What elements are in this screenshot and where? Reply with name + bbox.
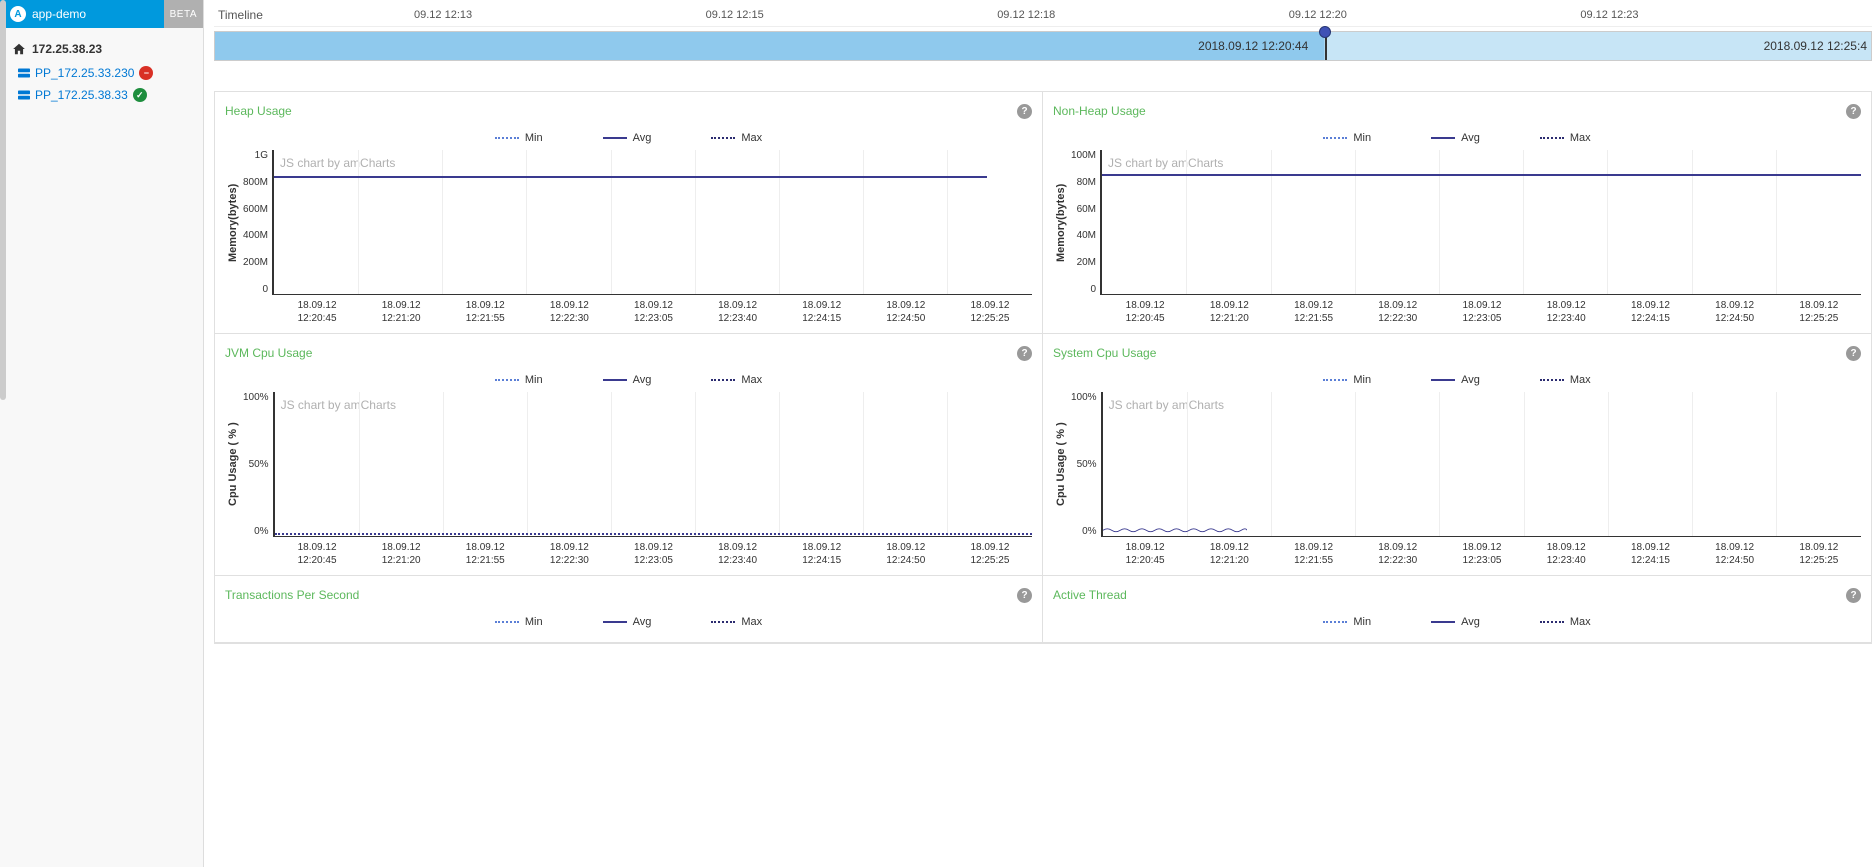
legend-max[interactable]: Max [711, 374, 762, 386]
y-ticks: 100%50%0% [1069, 392, 1101, 537]
chart-nonheap-usage: Non-Heap Usage ? Min Avg Max Memory(byte… [1043, 92, 1871, 334]
data-line-avg [275, 533, 1032, 535]
chart-legend: Min Avg Max [225, 610, 1032, 634]
server-icon [18, 90, 30, 100]
legend-avg[interactable]: Avg [603, 374, 652, 386]
plot-area[interactable]: JS chart by amCharts [273, 392, 1032, 537]
help-icon[interactable]: ? [1846, 104, 1861, 119]
chart-system-cpu: System Cpu Usage ? Min Avg Max Cpu Usage… [1043, 334, 1871, 576]
legend-avg[interactable]: Avg [1431, 374, 1480, 386]
home-icon [12, 42, 26, 56]
beta-badge: BETA [164, 0, 203, 28]
app-selector[interactable]: A app-demo [0, 0, 164, 28]
chart-title: Transactions Per Second [225, 588, 1032, 602]
x-ticks: 18.09.1212:20:45 18.09.1212:21:20 18.09.… [1053, 537, 1861, 567]
legend-min[interactable]: Min [1323, 374, 1371, 386]
chart-legend: Min Avg Max [1053, 610, 1861, 634]
sidebar-scrollbar[interactable] [0, 0, 6, 400]
sidebar-item-server-1[interactable]: PP_172.25.38.33 ✓ [10, 84, 193, 106]
timeline-tick: 09.12 12:20 [1289, 9, 1581, 21]
y-axis-label: Cpu Usage ( % ) [1053, 392, 1069, 537]
server-icon [18, 68, 30, 78]
legend-min[interactable]: Min [495, 132, 543, 144]
timeline-label: Timeline [214, 8, 414, 22]
chart-title: System Cpu Usage [1053, 346, 1861, 360]
legend-min[interactable]: Min [495, 374, 543, 386]
charts-grid: Heap Usage ? Min Avg Max Memory(bytes) 1… [214, 91, 1872, 644]
data-line-avg [274, 176, 987, 178]
status-icon-ok: ✓ [133, 88, 147, 102]
timeline-current-time: 2018.09.12 12:20:44 [1198, 39, 1316, 53]
chart-legend: Min Avg Max [225, 368, 1032, 392]
status-icon-error: − [139, 66, 153, 80]
server-label: PP_172.25.33.230 [35, 66, 134, 80]
chart-legend: Min Avg Max [1053, 368, 1861, 392]
timeline-tick: 09.12 12:18 [997, 9, 1289, 21]
help-icon[interactable]: ? [1846, 588, 1861, 603]
timeline-bar[interactable]: 2018.09.12 12:20:44 2018.09.12 12:25:4 [214, 31, 1872, 61]
chart-active-thread: Active Thread ? Min Avg Max [1043, 576, 1871, 643]
y-ticks: 100%50%0% [241, 392, 273, 537]
main-content: Timeline 09.12 12:13 09.12 12:15 09.12 1… [204, 0, 1872, 867]
plot-area[interactable]: JS chart by amCharts [272, 150, 1032, 295]
legend-min[interactable]: Min [495, 616, 543, 628]
legend-max[interactable]: Max [711, 132, 762, 144]
legend-avg[interactable]: Avg [603, 616, 652, 628]
x-ticks: 18.09.1212:20:45 18.09.1212:21:20 18.09.… [1053, 295, 1861, 325]
host-ip: 172.25.38.23 [32, 42, 102, 56]
timeline-header: Timeline 09.12 12:13 09.12 12:15 09.12 1… [214, 0, 1872, 27]
plot-area[interactable]: JS chart by amCharts [1101, 392, 1861, 537]
chart-tps: Transactions Per Second ? Min Avg Max [215, 576, 1043, 643]
server-label: PP_172.25.38.33 [35, 88, 128, 102]
chart-title: Active Thread [1053, 588, 1861, 602]
legend-min[interactable]: Min [1323, 616, 1371, 628]
chart-jvm-cpu: JVM Cpu Usage ? Min Avg Max Cpu Usage ( … [215, 334, 1043, 576]
legend-min[interactable]: Min [1323, 132, 1371, 144]
y-ticks: 100M80M60M40M20M0 [1069, 150, 1100, 295]
chart-title: JVM Cpu Usage [225, 346, 1032, 360]
help-icon[interactable]: ? [1017, 588, 1032, 603]
legend-max[interactable]: Max [711, 616, 762, 628]
app-icon: A [10, 6, 26, 22]
chart-watermark: JS chart by amCharts [281, 398, 396, 412]
help-icon[interactable]: ? [1017, 104, 1032, 119]
chart-title: Non-Heap Usage [1053, 104, 1861, 118]
plot-area[interactable]: JS chart by amCharts [1100, 150, 1861, 295]
app-name: app-demo [32, 7, 86, 21]
timeline-marker[interactable] [1319, 26, 1331, 38]
chart-title: Heap Usage [225, 104, 1032, 118]
timeline-tick: 09.12 12:23 [1580, 9, 1872, 21]
chart-legend: Min Avg Max [225, 126, 1032, 150]
sidebar-list: 172.25.38.23 PP_172.25.33.230 − PP_172.2… [0, 28, 203, 114]
help-icon[interactable]: ? [1017, 346, 1032, 361]
timeline-ticks: 09.12 12:13 09.12 12:15 09.12 12:18 09.1… [414, 9, 1872, 21]
chart-heap-usage: Heap Usage ? Min Avg Max Memory(bytes) 1… [215, 92, 1043, 334]
y-axis-label: Memory(bytes) [1053, 150, 1069, 295]
sidebar-host[interactable]: 172.25.38.23 [10, 36, 193, 62]
help-icon[interactable]: ? [1846, 346, 1861, 361]
chart-legend: Min Avg Max [1053, 126, 1861, 150]
legend-max[interactable]: Max [1540, 132, 1591, 144]
sidebar: A app-demo BETA 172.25.38.23 PP_172.25.3… [0, 0, 204, 867]
chart-watermark: JS chart by amCharts [280, 156, 395, 170]
data-line-avg [1102, 174, 1861, 176]
timeline-end-time: 2018.09.12 12:25:4 [1764, 39, 1867, 53]
app-header: A app-demo BETA [0, 0, 203, 28]
x-ticks: 18.09.1212:20:45 18.09.1212:21:20 18.09.… [225, 537, 1032, 567]
legend-avg[interactable]: Avg [1431, 616, 1480, 628]
legend-max[interactable]: Max [1540, 616, 1591, 628]
timeline-tick: 09.12 12:13 [414, 9, 706, 21]
chart-watermark: JS chart by amCharts [1108, 156, 1223, 170]
y-axis-label: Memory(bytes) [225, 150, 241, 295]
legend-max[interactable]: Max [1540, 374, 1591, 386]
sidebar-item-server-0[interactable]: PP_172.25.33.230 − [10, 62, 193, 84]
legend-avg[interactable]: Avg [603, 132, 652, 144]
y-axis-label: Cpu Usage ( % ) [225, 392, 241, 537]
data-wave [1103, 392, 1247, 536]
timeline-tick: 09.12 12:15 [706, 9, 998, 21]
y-ticks: 1G800M600M400M200M0 [241, 150, 272, 295]
legend-avg[interactable]: Avg [1431, 132, 1480, 144]
x-ticks: 18.09.1212:20:45 18.09.1212:21:20 18.09.… [225, 295, 1032, 325]
